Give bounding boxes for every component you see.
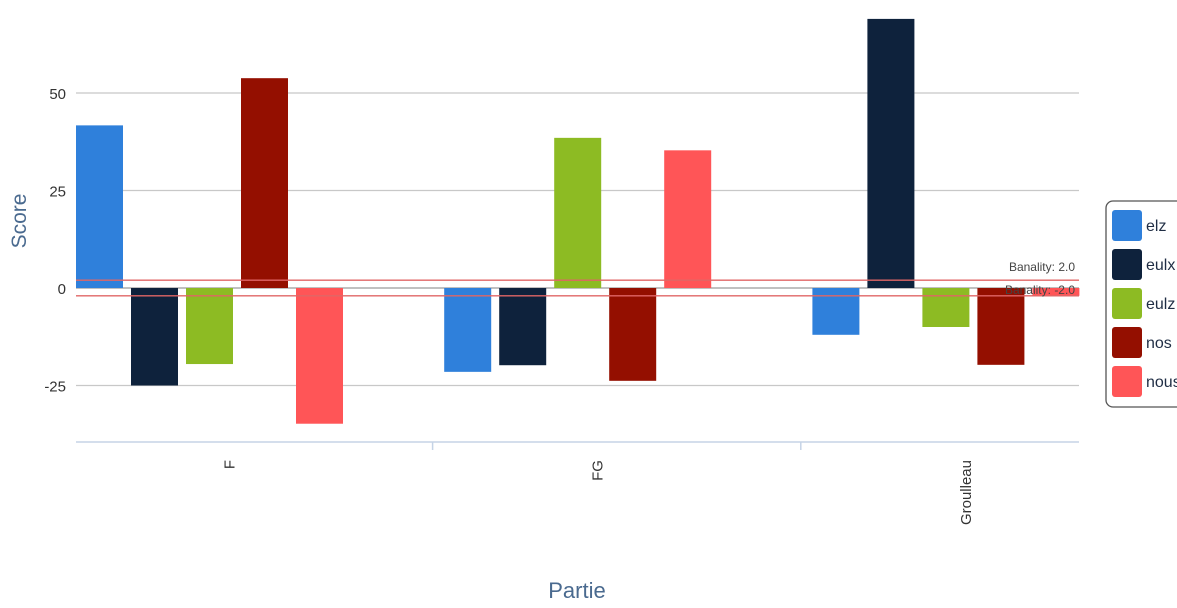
y-tick-label: -25 [44, 379, 66, 396]
legend-swatch [1112, 249, 1142, 280]
bar-nous-groulleau [1032, 288, 1080, 296]
bar-nous-f [296, 288, 343, 424]
legend-swatch [1112, 366, 1142, 397]
bar-elz-fg [444, 288, 492, 372]
legend-swatch [1112, 288, 1142, 319]
legend: elz eulx eulz nos nous [1105, 200, 1177, 408]
y-tick-label: 50 [49, 86, 66, 103]
reference-line-label: Banality: 2.0 [1009, 260, 1075, 274]
bar-eulz-fg [554, 137, 602, 288]
bar-eulx-f [131, 288, 178, 386]
bar-eulx-groulleau [867, 18, 915, 289]
legend-label[interactable]: eulz [1146, 296, 1175, 313]
x-tick-label: F [222, 460, 239, 469]
y-tick-label: 25 [49, 184, 66, 201]
bar-elz-f [76, 125, 123, 289]
reference-lines: Banality: 2.0 Banality: -2.0 [76, 260, 1079, 297]
bar-layer [76, 18, 1080, 424]
bar-eulz-f [186, 288, 233, 365]
reference-line-label: Banality: -2.0 [1005, 283, 1075, 297]
legend-swatch [1112, 327, 1142, 358]
legend-label[interactable]: nos [1146, 335, 1172, 352]
bar-elz-groulleau [812, 288, 860, 335]
bar-nos-groulleau [977, 288, 1025, 365]
bar-nos-f [241, 78, 288, 289]
x-axis-title: Partie [548, 578, 605, 603]
axis-layer: 50 25 0 -25 F FG Groulleau [44, 86, 1079, 525]
legend-label[interactable]: elz [1146, 218, 1166, 235]
y-tick-label: 0 [58, 281, 66, 298]
legend-label[interactable]: eulx [1146, 257, 1175, 274]
legend-swatch [1112, 210, 1142, 241]
bar-nos-fg [609, 288, 657, 381]
bar-eulx-fg [499, 288, 547, 366]
x-tick-label: Groulleau [958, 460, 975, 525]
bar-eulz-groulleau [922, 288, 970, 327]
bar-nous-fg [664, 150, 712, 288]
y-axis-title: Score [8, 194, 31, 249]
x-tick-label: FG [590, 460, 607, 481]
legend-label[interactable]: nous [1146, 374, 1177, 391]
